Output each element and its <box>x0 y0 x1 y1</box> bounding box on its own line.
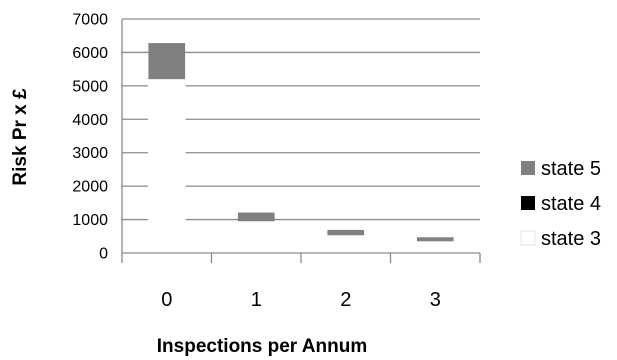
x-tick-label: 2 <box>340 289 351 311</box>
legend-item-state-3: state 3 <box>520 228 601 250</box>
bar-state-3-2 <box>326 234 365 254</box>
bar-state-5-2 <box>327 229 365 236</box>
y-tick-label: 7000 <box>72 12 108 29</box>
y-tick-label: 4000 <box>72 112 108 129</box>
y-axis-ticks: 0 1000 2000 3000 4000 5000 6000 7000 <box>72 12 108 263</box>
bar-state-5-0 <box>148 43 186 80</box>
y-tick-label: 3000 <box>72 145 108 162</box>
legend-label: state 4 <box>541 193 601 215</box>
bar-state-3-0 <box>147 78 186 254</box>
y-tick-label: 5000 <box>72 78 108 95</box>
legend-label: state 5 <box>541 158 601 180</box>
x-axis-title: Inspections per Annum <box>157 336 367 357</box>
bar-state-5-3 <box>416 237 454 242</box>
bar-state-5-1 <box>237 212 275 222</box>
x-axis-ticks: 0 1 2 3 <box>161 289 441 311</box>
y-tick-label: 0 <box>99 246 108 263</box>
legend-swatch <box>520 230 536 246</box>
bars <box>147 43 455 254</box>
bar-state-3-3 <box>416 240 455 254</box>
axes <box>121 19 481 263</box>
x-tick-label: 3 <box>430 289 441 311</box>
legend-swatch <box>521 161 535 175</box>
legend-item-state-4: state 4 <box>521 193 601 215</box>
legend-item-state-5: state 5 <box>521 158 601 180</box>
y-tick-label: 2000 <box>72 179 108 196</box>
legend: state 5 state 4 state 3 <box>520 158 601 250</box>
legend-label: state 3 <box>541 228 601 250</box>
y-axis-title: Risk Pr x £ <box>10 88 31 186</box>
x-tick-label: 1 <box>251 289 262 311</box>
x-tick-label: 0 <box>161 289 172 311</box>
y-tick-label: 1000 <box>72 212 108 229</box>
legend-swatch <box>521 196 535 210</box>
y-tick-label: 6000 <box>72 45 108 62</box>
bar-state-3-1 <box>237 220 276 254</box>
